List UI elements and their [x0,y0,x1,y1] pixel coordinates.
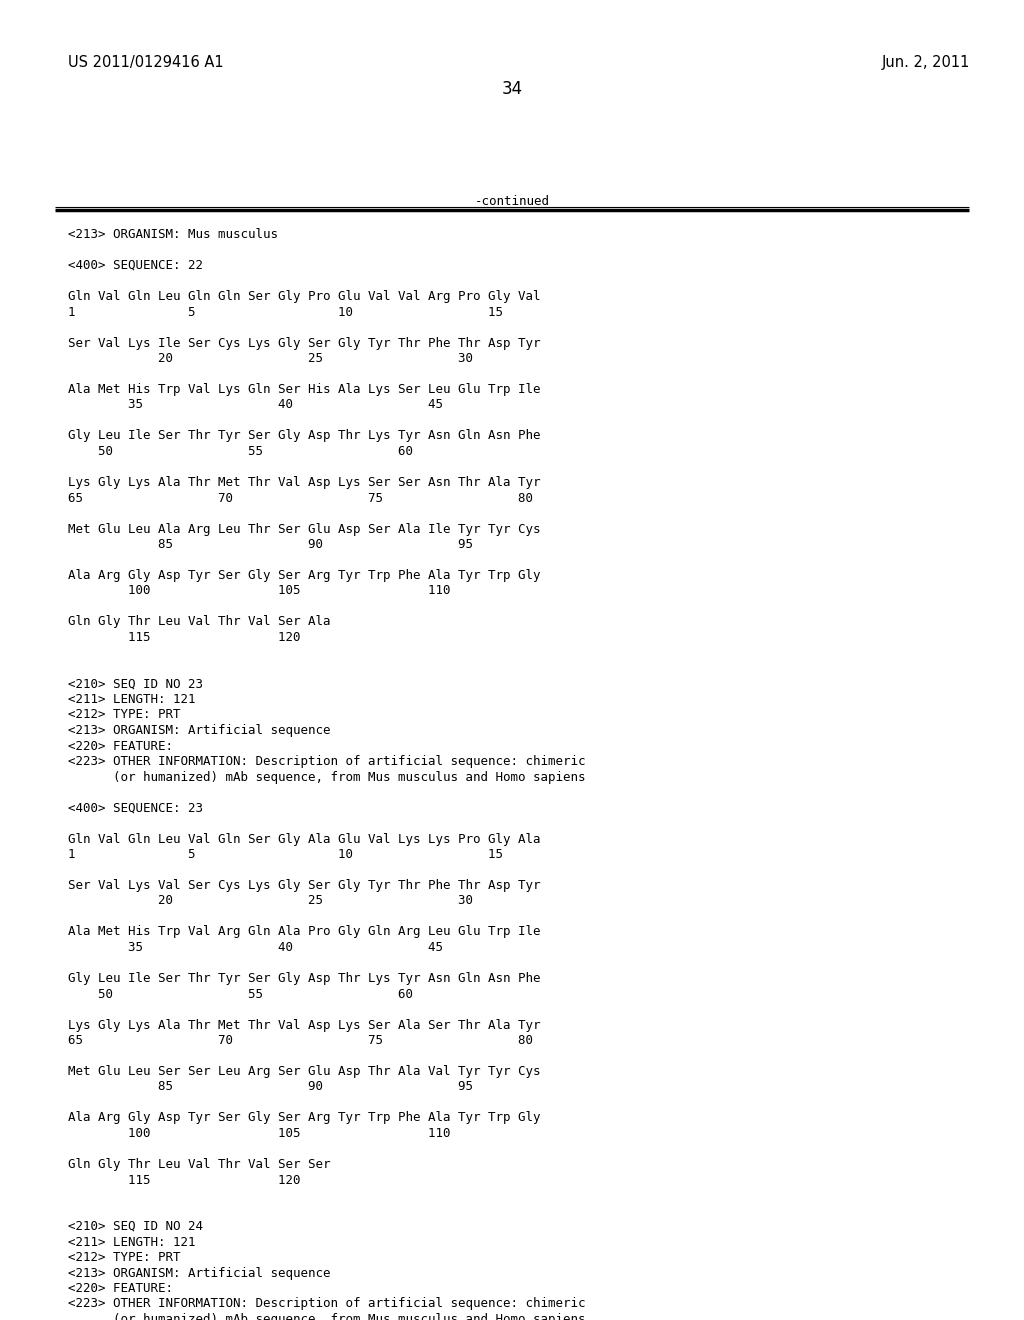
Text: 20                  25                  30: 20 25 30 [68,895,473,908]
Text: Jun. 2, 2011: Jun. 2, 2011 [882,55,970,70]
Text: <400> SEQUENCE: 23: <400> SEQUENCE: 23 [68,801,203,814]
Text: Met Glu Leu Ser Ser Leu Arg Ser Glu Asp Thr Ala Val Tyr Tyr Cys: Met Glu Leu Ser Ser Leu Arg Ser Glu Asp … [68,1065,541,1078]
Text: <211> LENGTH: 121: <211> LENGTH: 121 [68,693,196,706]
Text: 65                  70                  75                  80: 65 70 75 80 [68,491,534,504]
Text: Lys Gly Lys Ala Thr Met Thr Val Asp Lys Ser Ser Asn Thr Ala Tyr: Lys Gly Lys Ala Thr Met Thr Val Asp Lys … [68,477,541,488]
Text: 115                 120: 115 120 [68,631,300,644]
Text: Ala Met His Trp Val Arg Gln Ala Pro Gly Gln Arg Leu Glu Trp Ile: Ala Met His Trp Val Arg Gln Ala Pro Gly … [68,925,541,939]
Text: <210> SEQ ID NO 23: <210> SEQ ID NO 23 [68,677,203,690]
Text: <220> FEATURE:: <220> FEATURE: [68,1282,173,1295]
Text: 85                  90                  95: 85 90 95 [68,1081,473,1093]
Text: <223> OTHER INFORMATION: Description of artificial sequence: chimeric: <223> OTHER INFORMATION: Description of … [68,1298,586,1311]
Text: Ser Val Lys Val Ser Cys Lys Gly Ser Gly Tyr Thr Phe Thr Asp Tyr: Ser Val Lys Val Ser Cys Lys Gly Ser Gly … [68,879,541,892]
Text: Ala Arg Gly Asp Tyr Ser Gly Ser Arg Tyr Trp Phe Ala Tyr Trp Gly: Ala Arg Gly Asp Tyr Ser Gly Ser Arg Tyr … [68,1111,541,1125]
Text: 1               5                   10                  15: 1 5 10 15 [68,305,503,318]
Text: 65                  70                  75                  80: 65 70 75 80 [68,1034,534,1047]
Text: (or humanized) mAb sequence, from Mus musculus and Homo sapiens: (or humanized) mAb sequence, from Mus mu… [68,1313,586,1320]
Text: <213> ORGANISM: Artificial sequence: <213> ORGANISM: Artificial sequence [68,1266,331,1279]
Text: <210> SEQ ID NO 24: <210> SEQ ID NO 24 [68,1220,203,1233]
Text: 35                  40                  45: 35 40 45 [68,941,443,954]
Text: Gly Leu Ile Ser Thr Tyr Ser Gly Asp Thr Lys Tyr Asn Gln Asn Phe: Gly Leu Ile Ser Thr Tyr Ser Gly Asp Thr … [68,429,541,442]
Text: Gln Gly Thr Leu Val Thr Val Ser Ala: Gln Gly Thr Leu Val Thr Val Ser Ala [68,615,331,628]
Text: 85                  90                  95: 85 90 95 [68,539,473,550]
Text: 115                 120: 115 120 [68,1173,300,1187]
Text: <220> FEATURE:: <220> FEATURE: [68,739,173,752]
Text: <212> TYPE: PRT: <212> TYPE: PRT [68,709,180,722]
Text: US 2011/0129416 A1: US 2011/0129416 A1 [68,55,223,70]
Text: Gln Val Gln Leu Val Gln Ser Gly Ala Glu Val Lys Lys Pro Gly Ala: Gln Val Gln Leu Val Gln Ser Gly Ala Glu … [68,833,541,846]
Text: 100                 105                 110: 100 105 110 [68,1127,451,1140]
Text: <213> ORGANISM: Mus musculus: <213> ORGANISM: Mus musculus [68,228,278,242]
Text: <212> TYPE: PRT: <212> TYPE: PRT [68,1251,180,1265]
Text: Ser Val Lys Ile Ser Cys Lys Gly Ser Gly Tyr Thr Phe Thr Asp Tyr: Ser Val Lys Ile Ser Cys Lys Gly Ser Gly … [68,337,541,350]
Text: 20                  25                  30: 20 25 30 [68,352,473,366]
Text: 50                  55                  60: 50 55 60 [68,987,413,1001]
Text: -continued: -continued [474,195,550,209]
Text: (or humanized) mAb sequence, from Mus musculus and Homo sapiens: (or humanized) mAb sequence, from Mus mu… [68,771,586,784]
Text: Gln Gly Thr Leu Val Thr Val Ser Ser: Gln Gly Thr Leu Val Thr Val Ser Ser [68,1158,331,1171]
Text: 34: 34 [502,81,522,98]
Text: 50                  55                  60: 50 55 60 [68,445,413,458]
Text: <400> SEQUENCE: 22: <400> SEQUENCE: 22 [68,259,203,272]
Text: Gly Leu Ile Ser Thr Tyr Ser Gly Asp Thr Lys Tyr Asn Gln Asn Phe: Gly Leu Ile Ser Thr Tyr Ser Gly Asp Thr … [68,972,541,985]
Text: Ala Arg Gly Asp Tyr Ser Gly Ser Arg Tyr Trp Phe Ala Tyr Trp Gly: Ala Arg Gly Asp Tyr Ser Gly Ser Arg Tyr … [68,569,541,582]
Text: <223> OTHER INFORMATION: Description of artificial sequence: chimeric: <223> OTHER INFORMATION: Description of … [68,755,586,768]
Text: 35                  40                  45: 35 40 45 [68,399,443,412]
Text: 1               5                   10                  15: 1 5 10 15 [68,847,503,861]
Text: <213> ORGANISM: Artificial sequence: <213> ORGANISM: Artificial sequence [68,723,331,737]
Text: Ala Met His Trp Val Lys Gln Ser His Ala Lys Ser Leu Glu Trp Ile: Ala Met His Trp Val Lys Gln Ser His Ala … [68,383,541,396]
Text: Met Glu Leu Ala Arg Leu Thr Ser Glu Asp Ser Ala Ile Tyr Tyr Cys: Met Glu Leu Ala Arg Leu Thr Ser Glu Asp … [68,523,541,536]
Text: 100                 105                 110: 100 105 110 [68,585,451,598]
Text: Lys Gly Lys Ala Thr Met Thr Val Asp Lys Ser Ala Ser Thr Ala Tyr: Lys Gly Lys Ala Thr Met Thr Val Asp Lys … [68,1019,541,1031]
Text: Gln Val Gln Leu Gln Gln Ser Gly Pro Glu Val Val Arg Pro Gly Val: Gln Val Gln Leu Gln Gln Ser Gly Pro Glu … [68,290,541,304]
Text: <211> LENGTH: 121: <211> LENGTH: 121 [68,1236,196,1249]
